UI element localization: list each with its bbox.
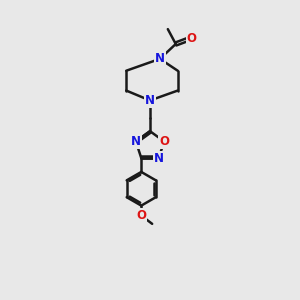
Text: O: O — [187, 32, 196, 44]
Text: N: N — [154, 152, 164, 165]
Text: N: N — [155, 52, 165, 65]
Text: O: O — [159, 135, 169, 148]
Text: N: N — [145, 94, 155, 107]
Text: N: N — [131, 135, 141, 148]
Text: O: O — [136, 209, 146, 222]
